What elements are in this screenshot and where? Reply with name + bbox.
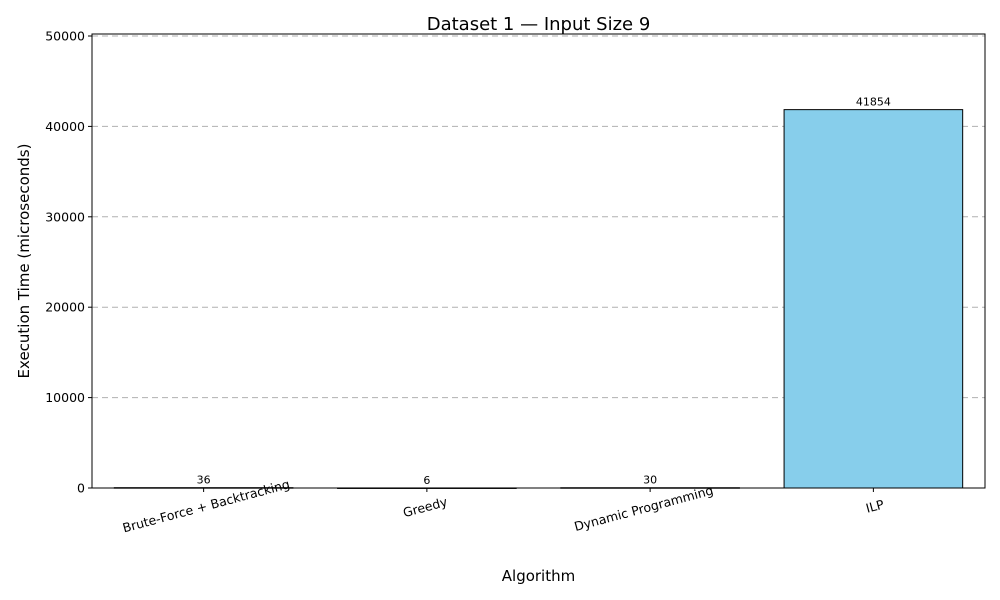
bar-ilp [783, 109, 964, 489]
plot-frame [91, 33, 986, 489]
y-axis-ticks: 0 10000 20000 30000 40000 50000 [45, 28, 92, 496]
x-tick-label: Dynamic Programming [572, 482, 714, 534]
x-axis-ticks: Brute-Force + Backtracking Greedy Dynamic … [121, 476, 886, 535]
y-tick-label: 50000 [45, 28, 85, 43]
y-tick-label: 30000 [45, 209, 85, 224]
x-tick-label: Greedy [401, 494, 449, 520]
data-label: 30 [643, 474, 657, 487]
data-labels: 36 6 30 41854 [197, 96, 891, 487]
y-tick-label: 20000 [45, 300, 85, 315]
y-tick-label: 0 [77, 481, 85, 496]
data-label: 36 [197, 474, 211, 487]
x-axis-title: Algorithm [502, 567, 575, 585]
x-tick-label: ILP [864, 496, 886, 515]
chart-title: Dataset 1 — Input Size 9 [427, 14, 651, 35]
bars [113, 109, 964, 489]
y-tick-label: 10000 [45, 390, 85, 405]
y-tick-label: 40000 [45, 119, 85, 134]
data-label: 6 [423, 474, 430, 487]
data-label: 41854 [856, 96, 891, 109]
y-axis-title: Execution Time (microseconds) [15, 144, 33, 379]
